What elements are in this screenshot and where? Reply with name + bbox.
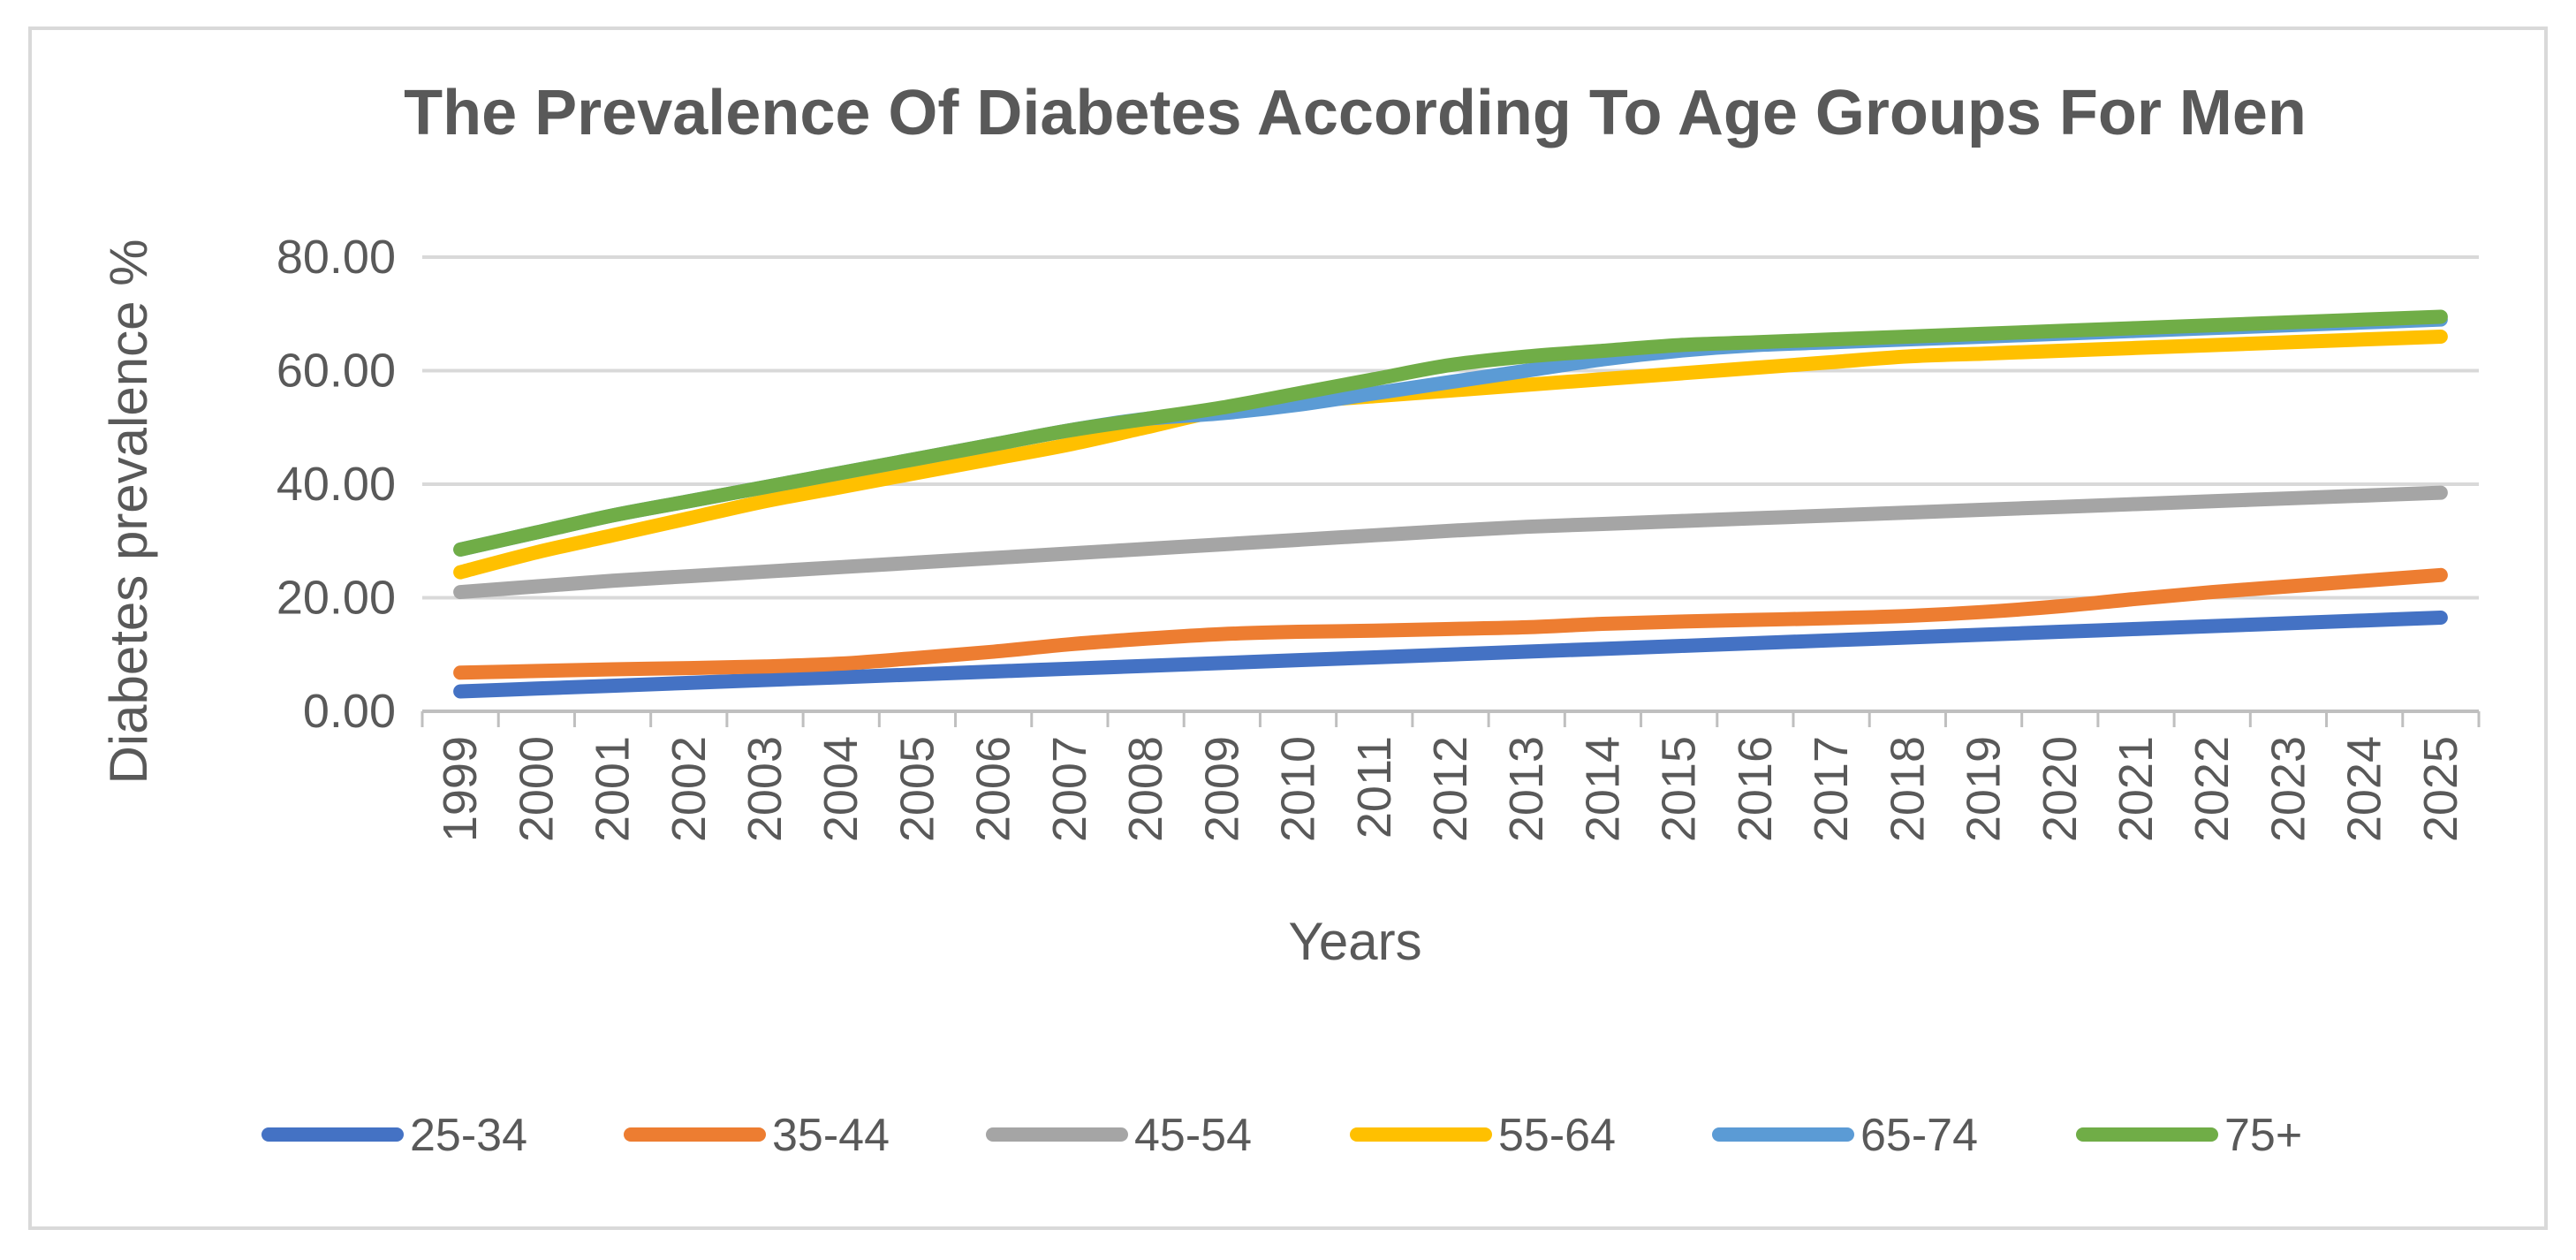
x-tick-label: 2002 xyxy=(663,736,716,842)
x-tick-label: 2011 xyxy=(1348,736,1401,839)
x-tick-label: 2007 xyxy=(1043,736,1096,842)
y-axis-title: Diabetes prevalence % xyxy=(99,239,158,784)
x-tick-label: 2014 xyxy=(1576,736,1629,842)
legend-label-65-74: 65-74 xyxy=(1860,1110,1978,1161)
x-axis-title: Years xyxy=(1288,912,1421,971)
x-tick-label: 2008 xyxy=(1119,736,1172,842)
x-tick-label: 2005 xyxy=(890,736,943,842)
x-tick-label: 2024 xyxy=(2338,736,2391,842)
x-tick-label: 2010 xyxy=(1272,736,1325,842)
x-tick-label: 2013 xyxy=(1500,736,1553,842)
legend: 25-34 35-44 45-54 55-64 65-74 75+ xyxy=(261,1110,2302,1161)
y-tick-label: 60.00 xyxy=(277,345,396,398)
x-tick-label: 2003 xyxy=(739,736,792,842)
x-tick-label: 2015 xyxy=(1653,736,1706,842)
y-tick-labels: 0.00 20.00 40.00 60.00 80.00 xyxy=(277,231,396,738)
legend-label-45-54: 45-54 xyxy=(1134,1110,1252,1161)
series-line-75-plus xyxy=(453,309,2448,557)
y-tick-label: 0.00 xyxy=(303,685,396,738)
series-line-25-34 xyxy=(453,610,2448,699)
chart-svg: The Prevalence Of Diabetes According To … xyxy=(99,78,2481,1161)
x-tick-label: 2012 xyxy=(1424,736,1477,842)
x-tick-label: 2025 xyxy=(2414,736,2467,842)
y-tick-label: 40.00 xyxy=(277,458,396,511)
x-tick-label: 2000 xyxy=(510,736,563,842)
series-line-35-44 xyxy=(453,567,2448,680)
x-tick-label: 2001 xyxy=(587,736,640,842)
x-tick-label: 2019 xyxy=(1958,736,2011,842)
x-tick-label: 2016 xyxy=(1729,736,1782,842)
x-tick-labels: 1999 2000 2001 2002 2003 2004 2005 2006 2007 2008… xyxy=(434,736,2467,842)
legend-label-55-64: 55-64 xyxy=(1498,1110,1616,1161)
x-tick-label: 2017 xyxy=(1805,736,1858,842)
y-tick-label: 20.00 xyxy=(277,572,396,625)
x-tick-label: 2018 xyxy=(1881,736,1934,842)
x-tick-label: 2021 xyxy=(2110,736,2163,842)
series-line-55-64 xyxy=(453,329,2448,580)
series-line-45-54 xyxy=(453,485,2448,600)
x-tick-label: 2004 xyxy=(814,736,868,842)
chart-frame: The Prevalence Of Diabetes According To … xyxy=(28,27,2548,1230)
x-tick-label: 2006 xyxy=(967,736,1020,842)
x-tick-label: 2020 xyxy=(2034,736,2087,842)
x-tick-label: 1999 xyxy=(434,736,487,842)
legend-label-35-44: 35-44 xyxy=(772,1110,890,1161)
series-layer xyxy=(453,309,2448,699)
chart-title: The Prevalence Of Diabetes According To … xyxy=(404,78,2307,148)
x-tick-label: 2022 xyxy=(2186,736,2239,842)
y-tick-label: 80.00 xyxy=(277,231,396,284)
legend-label-25-34: 25-34 xyxy=(410,1110,527,1161)
legend-label-75-plus: 75+ xyxy=(2224,1110,2302,1161)
x-tick-label: 2009 xyxy=(1195,736,1248,842)
x-tick-label: 2023 xyxy=(2262,736,2315,842)
